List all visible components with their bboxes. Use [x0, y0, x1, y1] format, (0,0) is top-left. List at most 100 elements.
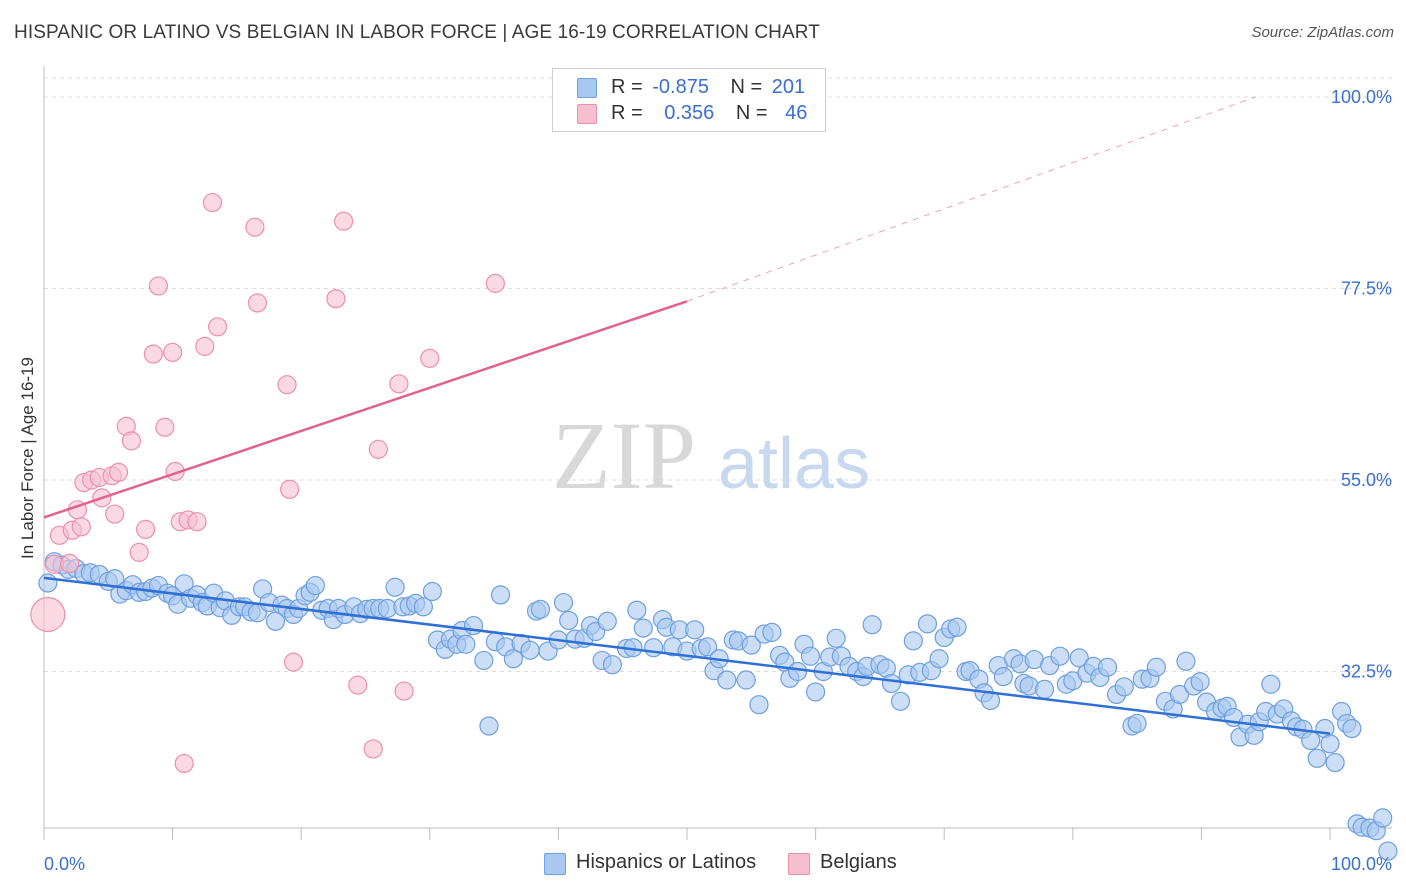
hispanic-point: [697, 637, 718, 657]
hispanic-point: [741, 635, 761, 655]
belgian-point: [247, 293, 268, 313]
hispanic-point: [1373, 808, 1393, 828]
belgian-point: [71, 517, 91, 537]
hispanic-point: [1050, 646, 1070, 666]
hispanic-point: [1176, 651, 1196, 671]
belgian-point: [163, 342, 183, 362]
hispanic-point: [633, 618, 653, 638]
legend-swatch-hispanic: [577, 78, 597, 98]
hispanic-point: [947, 617, 967, 637]
hispanic-point: [490, 585, 511, 605]
belgian-point: [148, 276, 169, 296]
hispanic-point: [1146, 657, 1166, 677]
hispanic-point: [890, 691, 911, 711]
hispanic-point: [602, 655, 623, 675]
hispanic-points: [38, 552, 1398, 861]
belgian-point: [121, 431, 142, 451]
legend-n-label: N =: [730, 76, 763, 98]
hispanic-point: [762, 622, 782, 642]
belgian-point: [389, 374, 409, 394]
hispanic-point: [530, 599, 550, 619]
belgian-point: [155, 417, 175, 437]
hispanic-point: [749, 695, 769, 715]
hispanic-point: [456, 634, 476, 654]
y-tick-label: 100.0%: [1331, 87, 1392, 107]
y-tick-label: 77.5%: [1341, 279, 1392, 299]
hispanic-point: [862, 615, 882, 635]
hispanic-point: [993, 667, 1013, 687]
hispanic-point: [917, 614, 938, 634]
belgian-point: [108, 462, 129, 482]
source-label: Source: ZipAtlas.com: [1251, 24, 1394, 41]
hispanic-trendline: [43, 576, 1331, 735]
belgian-point: [195, 336, 215, 356]
hispanic-point: [1307, 748, 1327, 768]
belgian-point: [208, 317, 228, 337]
hispanic-point: [422, 581, 442, 602]
hispanic-point: [800, 646, 821, 666]
belgian-point: [368, 439, 388, 459]
belgian-point: [60, 553, 80, 574]
belgian-point: [129, 542, 149, 562]
belgian-point: [105, 504, 125, 524]
points-layer: [30, 192, 1398, 861]
belgian-point: [334, 211, 354, 231]
hispanic-point: [1097, 657, 1118, 677]
chart-title: HISPANIC OR LATINO VS BELGIAN IN LABOR F…: [14, 22, 820, 43]
series-label-hispanic: Hispanics or Latinos: [576, 851, 757, 873]
hispanic-point: [903, 631, 923, 651]
belgian-point: [348, 675, 368, 695]
hispanic-point: [685, 620, 705, 640]
hispanic-point: [1378, 841, 1398, 861]
hispanic-point: [1301, 730, 1321, 751]
belgian-point: [485, 273, 505, 293]
y-axis-title: In Labor Force | Age 16-19: [18, 357, 37, 559]
hispanic-point: [413, 597, 433, 617]
axes-layer: [43, 66, 1392, 840]
legend-r-label: R =: [611, 102, 643, 124]
series-swatch-belgian: [788, 853, 810, 875]
belgian-trendline-extension: [686, 96, 1256, 302]
hispanic-point: [736, 670, 756, 690]
hispanic-point: [929, 649, 949, 669]
hispanic-point: [1069, 648, 1089, 668]
hispanic-point: [553, 592, 574, 613]
belgian-point: [420, 348, 440, 368]
hispanic-point: [305, 575, 325, 596]
hispanic-point: [503, 649, 523, 669]
hispanic-point: [1114, 677, 1134, 697]
watermark-atlas: atlas: [718, 424, 870, 504]
x-tick-label-max: 100.0%: [1331, 854, 1392, 874]
legend-r-value: 0.356: [664, 102, 715, 124]
legend-r-value: -0.875: [652, 76, 709, 98]
legend-n-value: 201: [771, 76, 806, 98]
belgian-trendline: [43, 300, 688, 519]
belgian-point: [280, 479, 300, 499]
belgian-point: [363, 739, 383, 759]
legend-swatch-belgian: [577, 104, 597, 124]
hispanic-point: [826, 628, 846, 648]
hispanic-point: [1325, 752, 1345, 773]
belgian-point: [277, 375, 297, 395]
belgian-point: [187, 512, 207, 532]
trend-layer: [43, 96, 1331, 735]
grid-layer: [44, 77, 1392, 672]
belgian-points: [30, 192, 505, 774]
hispanic-point: [385, 577, 405, 597]
legend-n-value: 46: [785, 102, 808, 124]
hispanic-point: [1127, 713, 1147, 734]
hispanic-point: [1320, 734, 1340, 754]
belgian-point: [174, 753, 194, 774]
watermark: ZIP atlas: [552, 402, 870, 509]
correlation-legend: R = -0.875 N = 201 R = 0.356 N = 46: [552, 68, 826, 132]
watermark-zip: ZIP: [552, 402, 696, 509]
hispanic-point: [559, 610, 579, 631]
hispanic-point: [1261, 674, 1281, 694]
belgian-point: [326, 289, 346, 309]
hispanic-point: [597, 611, 617, 631]
hispanic-point: [805, 682, 826, 702]
legend-r-label: R =: [611, 76, 643, 98]
y-tick-label: 32.5%: [1341, 662, 1392, 682]
hispanic-point: [643, 638, 664, 658]
